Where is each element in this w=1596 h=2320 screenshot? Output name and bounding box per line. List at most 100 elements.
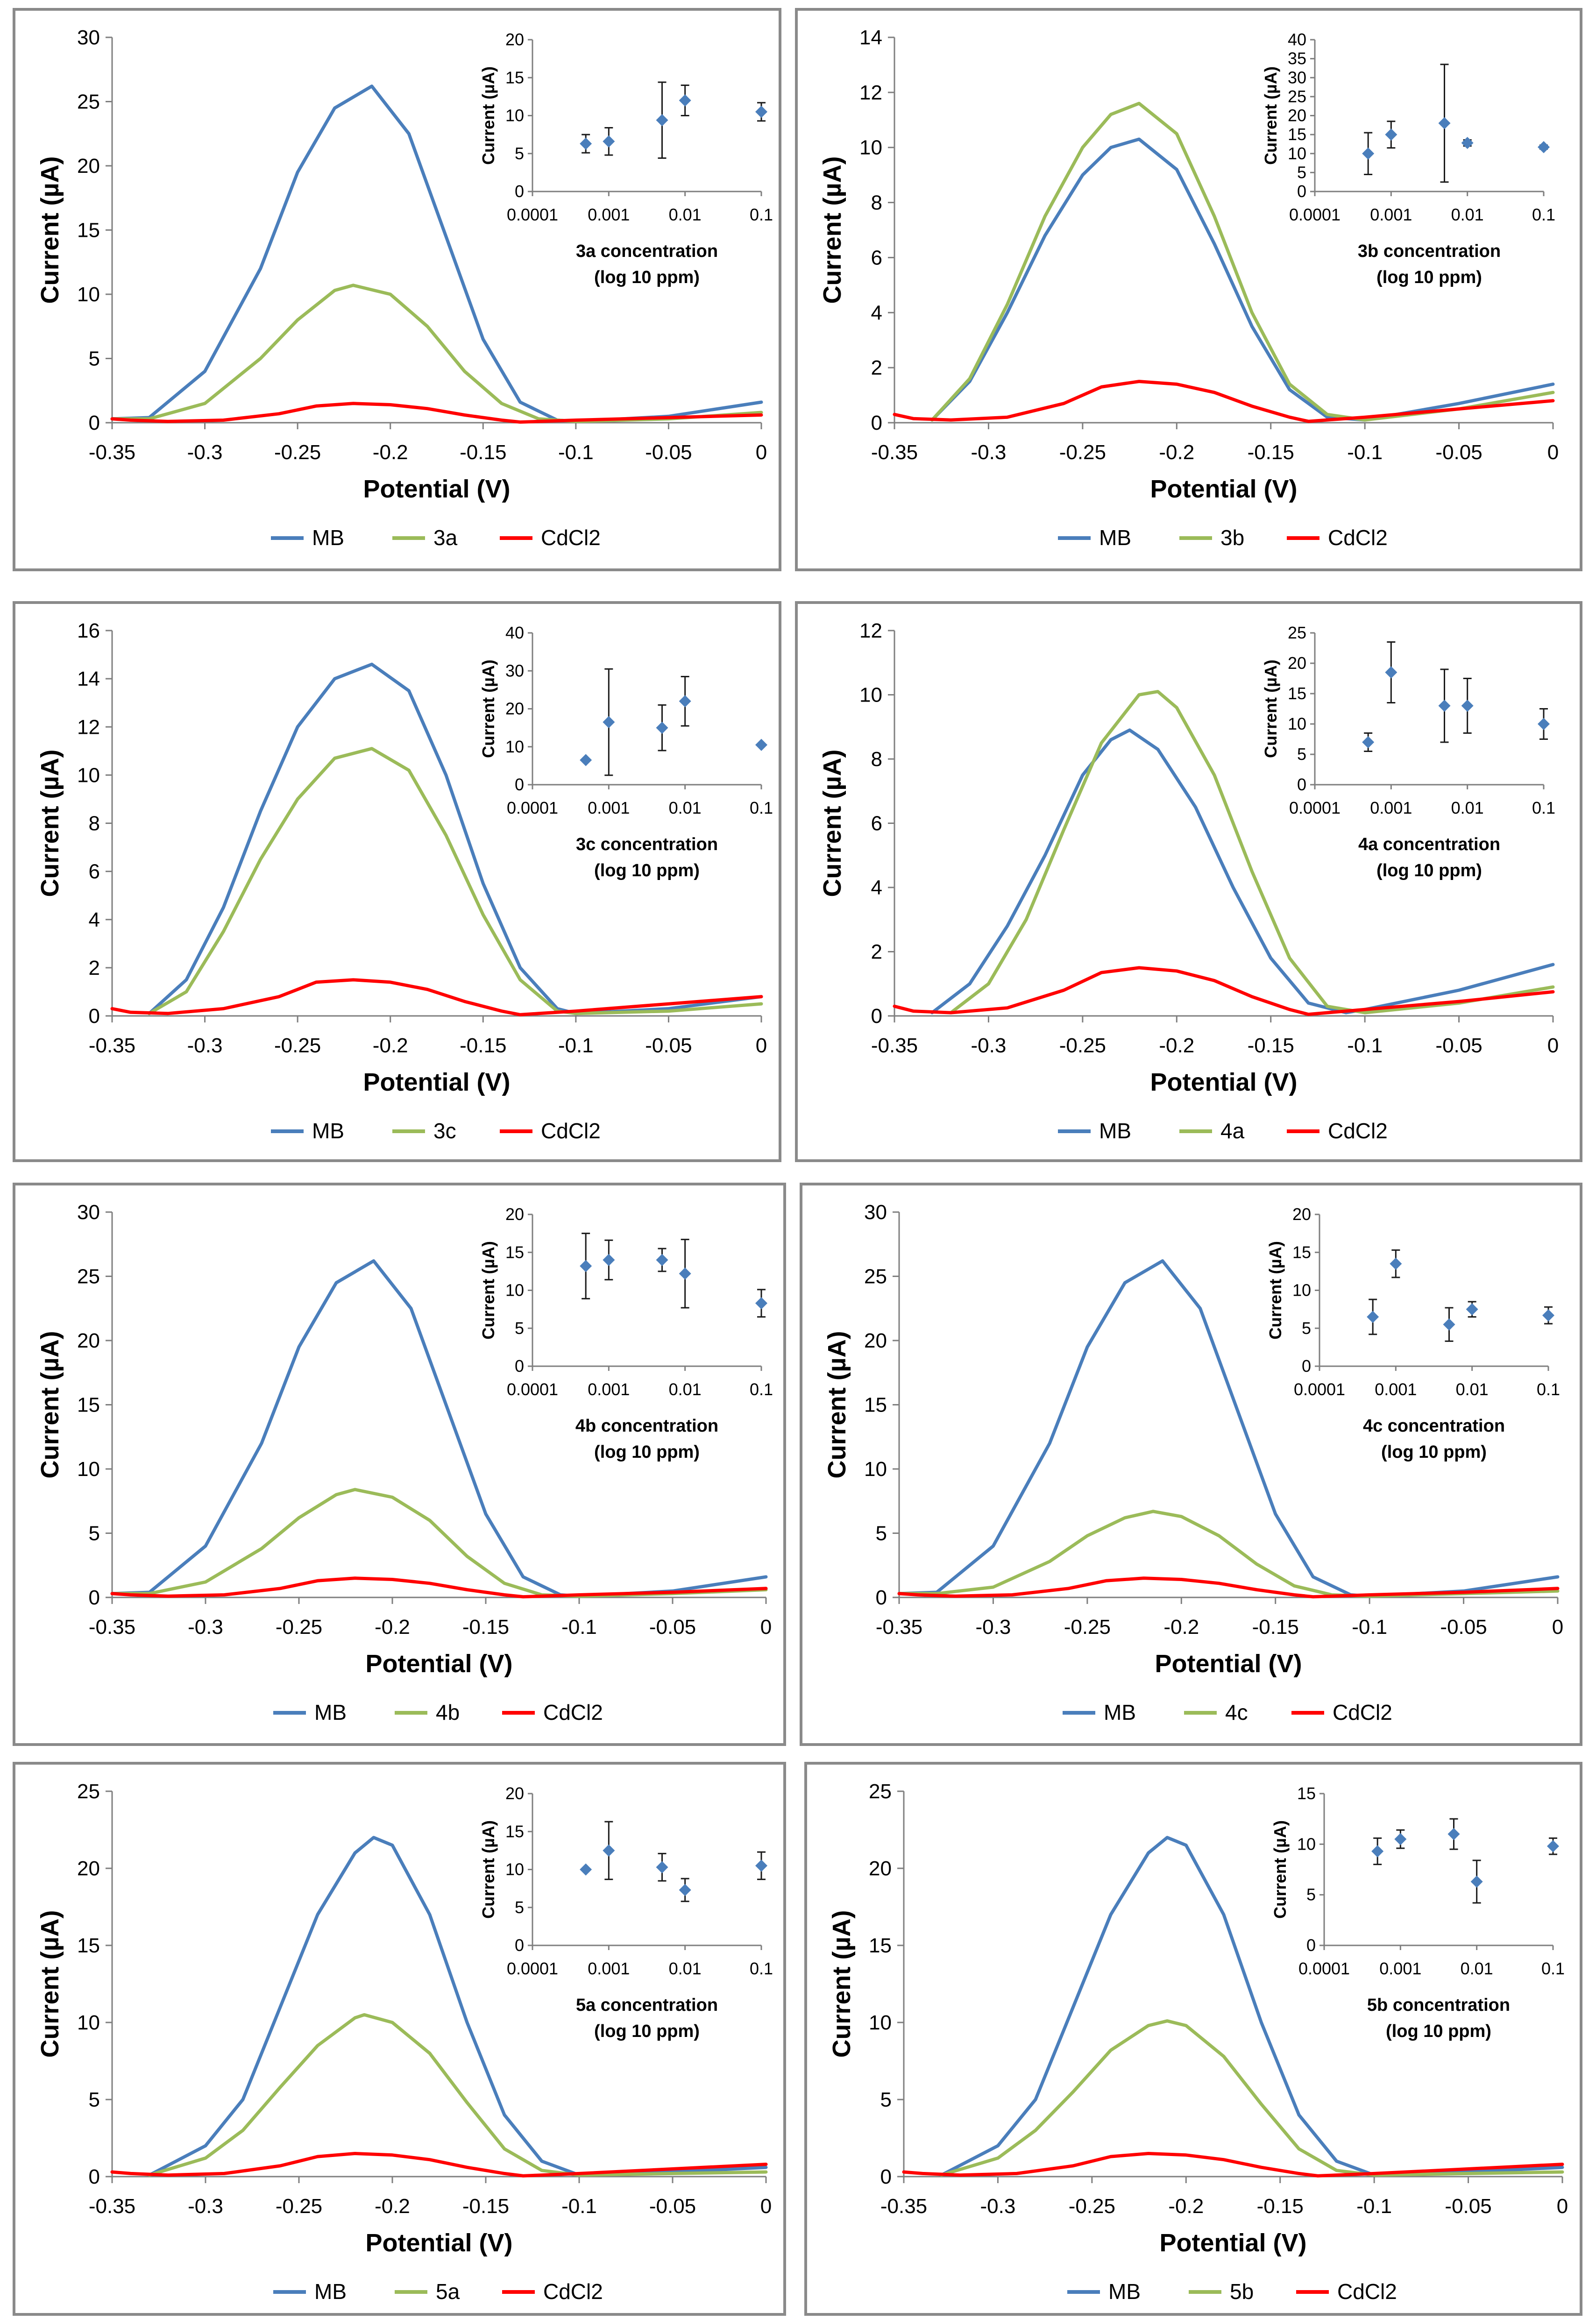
x-tick-label: 0 (756, 441, 767, 464)
data-point (1461, 700, 1474, 712)
inset-x-axis-title: 3a concentration (576, 241, 718, 261)
y-tick-label: 2 (871, 356, 882, 379)
inset-x-axis-subtitle: (log 10 ppm) (594, 2022, 700, 2041)
y-tick-label: 0 (89, 2165, 100, 2188)
inset-x-tick-label: 0.0001 (1294, 1380, 1345, 1399)
inset-x-tick-label: 0.0001 (507, 798, 558, 817)
y-tick-label: 10 (77, 283, 100, 306)
y-tick-label: 25 (77, 1780, 100, 1803)
x-tick-label: -0.35 (880, 2195, 927, 2218)
inset-x-tick-label: 0.0001 (507, 1959, 558, 1978)
y-tick-label: 5 (89, 1522, 100, 1545)
legend-label: CdCl2 (541, 525, 601, 550)
inset-y-tick-label: 10 (505, 106, 524, 125)
inset-x-axis-subtitle: (log 10 ppm) (594, 1442, 700, 1462)
inset-x-tick-label: 0.001 (1370, 798, 1412, 817)
y-tick-label: 20 (77, 155, 100, 177)
inset-y-tick-label: 5 (1297, 163, 1306, 182)
legend-label: CdCl2 (543, 2279, 603, 2304)
chart-panel-3a: 0 5 10 15 20 25 30 -0.35 -0.3 -0.25 -0.2 -0.15 -0.1 -… (13, 8, 781, 571)
y-axis-title: Current (µA) (36, 1910, 64, 2057)
y-tick-label: 4 (871, 301, 882, 324)
inset-y-axis-title: Current (µA) (1266, 1241, 1285, 1340)
y-tick-label: 8 (871, 192, 882, 214)
panel-frame (13, 601, 781, 1162)
inset-y-tick-label: 20 (1288, 653, 1306, 673)
data-point (603, 135, 615, 148)
x-tick-label: -0.2 (1163, 1616, 1199, 1639)
inset-x-tick-label: 0.1 (1532, 205, 1555, 224)
y-tick-label: 4 (871, 876, 882, 899)
inset-y-tick-label: 20 (1292, 1205, 1311, 1224)
inset-y-axis-title: Current (µA) (479, 660, 498, 758)
data-point (679, 695, 691, 708)
y-tick-label: 10 (77, 2011, 100, 2034)
data-point (1394, 1833, 1407, 1845)
inset-chart: 0 5 10 15 20 0.0001 0.001 0.01 0.1 Current (µA) 4b… (479, 1205, 773, 1462)
inset-x-tick-label: 0.01 (669, 1959, 702, 1978)
inset-x-axis-title: 4a concentration (1358, 835, 1500, 854)
inset-y-tick-label: 10 (1297, 1834, 1316, 1853)
data-point (580, 1260, 592, 1272)
legend-label: 4a (1220, 1119, 1245, 1143)
inset-y-tick-label: 30 (505, 661, 524, 680)
inset-y-tick-label: 5 (515, 144, 524, 163)
x-tick-label: -0.2 (1159, 441, 1194, 464)
inset-y-tick-label: 20 (1288, 106, 1306, 125)
x-axis-title: Potential (V) (365, 2229, 512, 2257)
inset-y-tick-label: 15 (1297, 1784, 1316, 1803)
y-tick-label: 8 (89, 812, 100, 835)
y-tick-label: 10 (77, 764, 100, 787)
y-tick-label: 5 (89, 348, 100, 370)
x-tick-label: -0.15 (462, 2195, 509, 2218)
data-point (1538, 141, 1550, 153)
legend-label: 4c (1225, 1700, 1248, 1724)
y-tick-label: 0 (89, 411, 100, 434)
legend-label: CdCl2 (541, 1119, 601, 1143)
y-tick-label: 20 (864, 1329, 887, 1352)
inset-chart: 0 5 10 15 20 0.0001 0.001 0.01 0.1 Current (µA) 3a… (479, 30, 773, 287)
inset-x-tick-label: 0.1 (1532, 798, 1555, 817)
inset-x-tick-label: 0.0001 (1289, 205, 1341, 224)
x-tick-label: -0.2 (373, 441, 408, 464)
x-tick-label: -0.2 (1168, 2195, 1204, 2218)
inset-x-tick-label: 0.001 (588, 1380, 630, 1399)
legend-label: MB (314, 2279, 347, 2304)
inset-x-axis-subtitle: (log 10 ppm) (594, 861, 700, 880)
inset-x-axis-subtitle: (log 10 ppm) (1381, 1442, 1487, 1462)
inset-y-tick-label: 0 (1297, 182, 1306, 201)
x-tick-label: -0.05 (1445, 2195, 1491, 2218)
x-tick-label: -0.05 (645, 1034, 692, 1057)
panel-frame (795, 601, 1582, 1162)
y-tick-label: 4 (89, 908, 100, 931)
x-tick-label: -0.1 (561, 2195, 597, 2218)
inset-x-tick-label: 0.001 (588, 798, 630, 817)
inset-x-tick-label: 0.001 (1375, 1380, 1417, 1399)
x-tick-label: -0.25 (1069, 2195, 1115, 2218)
data-point (679, 1884, 691, 1896)
data-point (1385, 128, 1397, 141)
x-tick-label: -0.05 (649, 1616, 696, 1639)
x-tick-label: -0.35 (89, 2195, 135, 2218)
x-tick-label: -0.25 (274, 1034, 321, 1057)
inset-x-tick-label: 0.01 (1451, 205, 1484, 224)
x-tick-label: -0.15 (1257, 2195, 1304, 2218)
inset-x-tick-label: 0.1 (1537, 1380, 1560, 1399)
x-axis-title: Potential (V) (363, 1068, 510, 1096)
x-tick-label: -0.25 (1064, 1616, 1111, 1639)
inset-y-tick-label: 0 (515, 1936, 524, 1955)
inset-y-tick-label: 25 (1288, 623, 1306, 642)
data-point (755, 738, 767, 751)
y-tick-label: 12 (859, 81, 882, 104)
inset-x-axis-title: 3b concentration (1358, 241, 1501, 261)
y-tick-label: 10 (859, 684, 882, 707)
data-point (1390, 1257, 1402, 1270)
legend-label: 5b (1230, 2279, 1254, 2304)
inset-y-axis-title: Current (µA) (1270, 1820, 1290, 1919)
inset-x-tick-label: 0.01 (1461, 1959, 1493, 1978)
x-tick-label: -0.25 (274, 441, 321, 464)
inset-x-tick-label: 0.1 (750, 205, 773, 224)
x-tick-label: -0.05 (1440, 1616, 1487, 1639)
chart-panel-3b: 0 2 4 6 8 10 12 14 -0.35 -0.3 -0.25 -0.2 -0.15 -0.1 -0… (795, 8, 1582, 571)
y-tick-label: 0 (880, 2165, 892, 2188)
